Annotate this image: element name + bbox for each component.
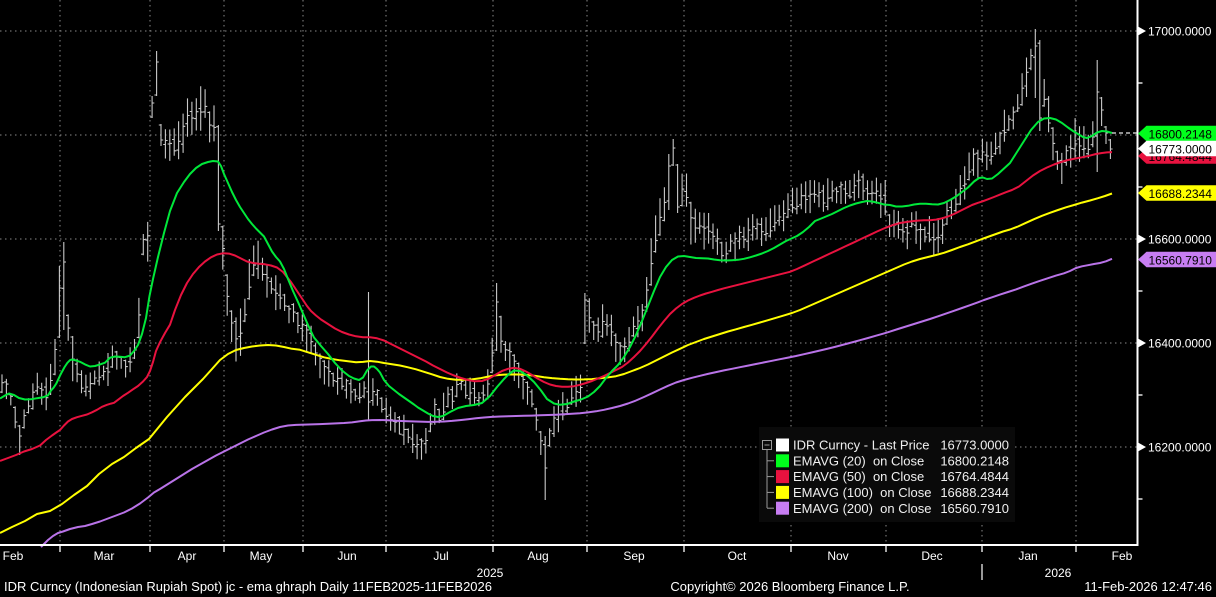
svg-text:Jun: Jun [337, 549, 356, 563]
svg-text:16764.4844: 16764.4844 [940, 469, 1009, 484]
svg-text:Mar: Mar [94, 549, 115, 563]
svg-text:11-Feb-2026 12:47:46: 11-Feb-2026 12:47:46 [1084, 579, 1212, 594]
svg-text:IDR Curncy - Last Price: IDR Curncy - Last Price [793, 438, 930, 453]
svg-text:Aug: Aug [527, 549, 548, 563]
svg-text:Feb: Feb [1112, 549, 1133, 563]
svg-text:Sep: Sep [623, 549, 645, 563]
svg-text:2025: 2025 [477, 566, 504, 580]
svg-text:EMAVG (50) on Close: EMAVG (50) on Close [793, 469, 924, 484]
svg-text:Oct: Oct [728, 549, 747, 563]
svg-text:2026: 2026 [1045, 566, 1072, 580]
svg-text:May: May [250, 549, 273, 563]
svg-text:16800.2148: 16800.2148 [1149, 127, 1213, 141]
svg-text:16600.0000: 16600.0000 [1148, 233, 1212, 247]
svg-text:16773.0000: 16773.0000 [940, 438, 1009, 453]
svg-text:16800.2148: 16800.2148 [940, 453, 1009, 468]
svg-text:EMAVG (100) on Close: EMAVG (100) on Close [793, 485, 931, 500]
svg-text:16688.2344: 16688.2344 [940, 485, 1009, 500]
svg-text:16560.7910: 16560.7910 [940, 501, 1009, 516]
svg-text:16688.2344: 16688.2344 [1149, 187, 1213, 201]
svg-text:IDR Curncy (Indonesian Rupiah: IDR Curncy (Indonesian Rupiah Spot) jc -… [4, 579, 492, 594]
svg-text:16200.0000: 16200.0000 [1148, 441, 1212, 455]
svg-text:Copyright© 2026 Bloomberg Fina: Copyright© 2026 Bloomberg Finance L.P. [670, 579, 909, 594]
svg-text:Feb: Feb [3, 549, 24, 563]
svg-text:16560.7910: 16560.7910 [1149, 253, 1213, 267]
svg-text:EMAVG (20) on Close: EMAVG (20) on Close [793, 453, 924, 468]
svg-text:EMAVG (200) on Close: EMAVG (200) on Close [793, 501, 931, 516]
svg-text:Jul: Jul [433, 549, 448, 563]
svg-text:17000.0000: 17000.0000 [1148, 25, 1212, 39]
svg-text:16773.0000: 16773.0000 [1149, 142, 1213, 156]
svg-text:Apr: Apr [178, 549, 197, 563]
svg-text:Jan: Jan [1018, 549, 1037, 563]
svg-text:16400.0000: 16400.0000 [1148, 337, 1212, 351]
svg-text:Nov: Nov [827, 549, 848, 563]
svg-text:Dec: Dec [921, 549, 942, 563]
